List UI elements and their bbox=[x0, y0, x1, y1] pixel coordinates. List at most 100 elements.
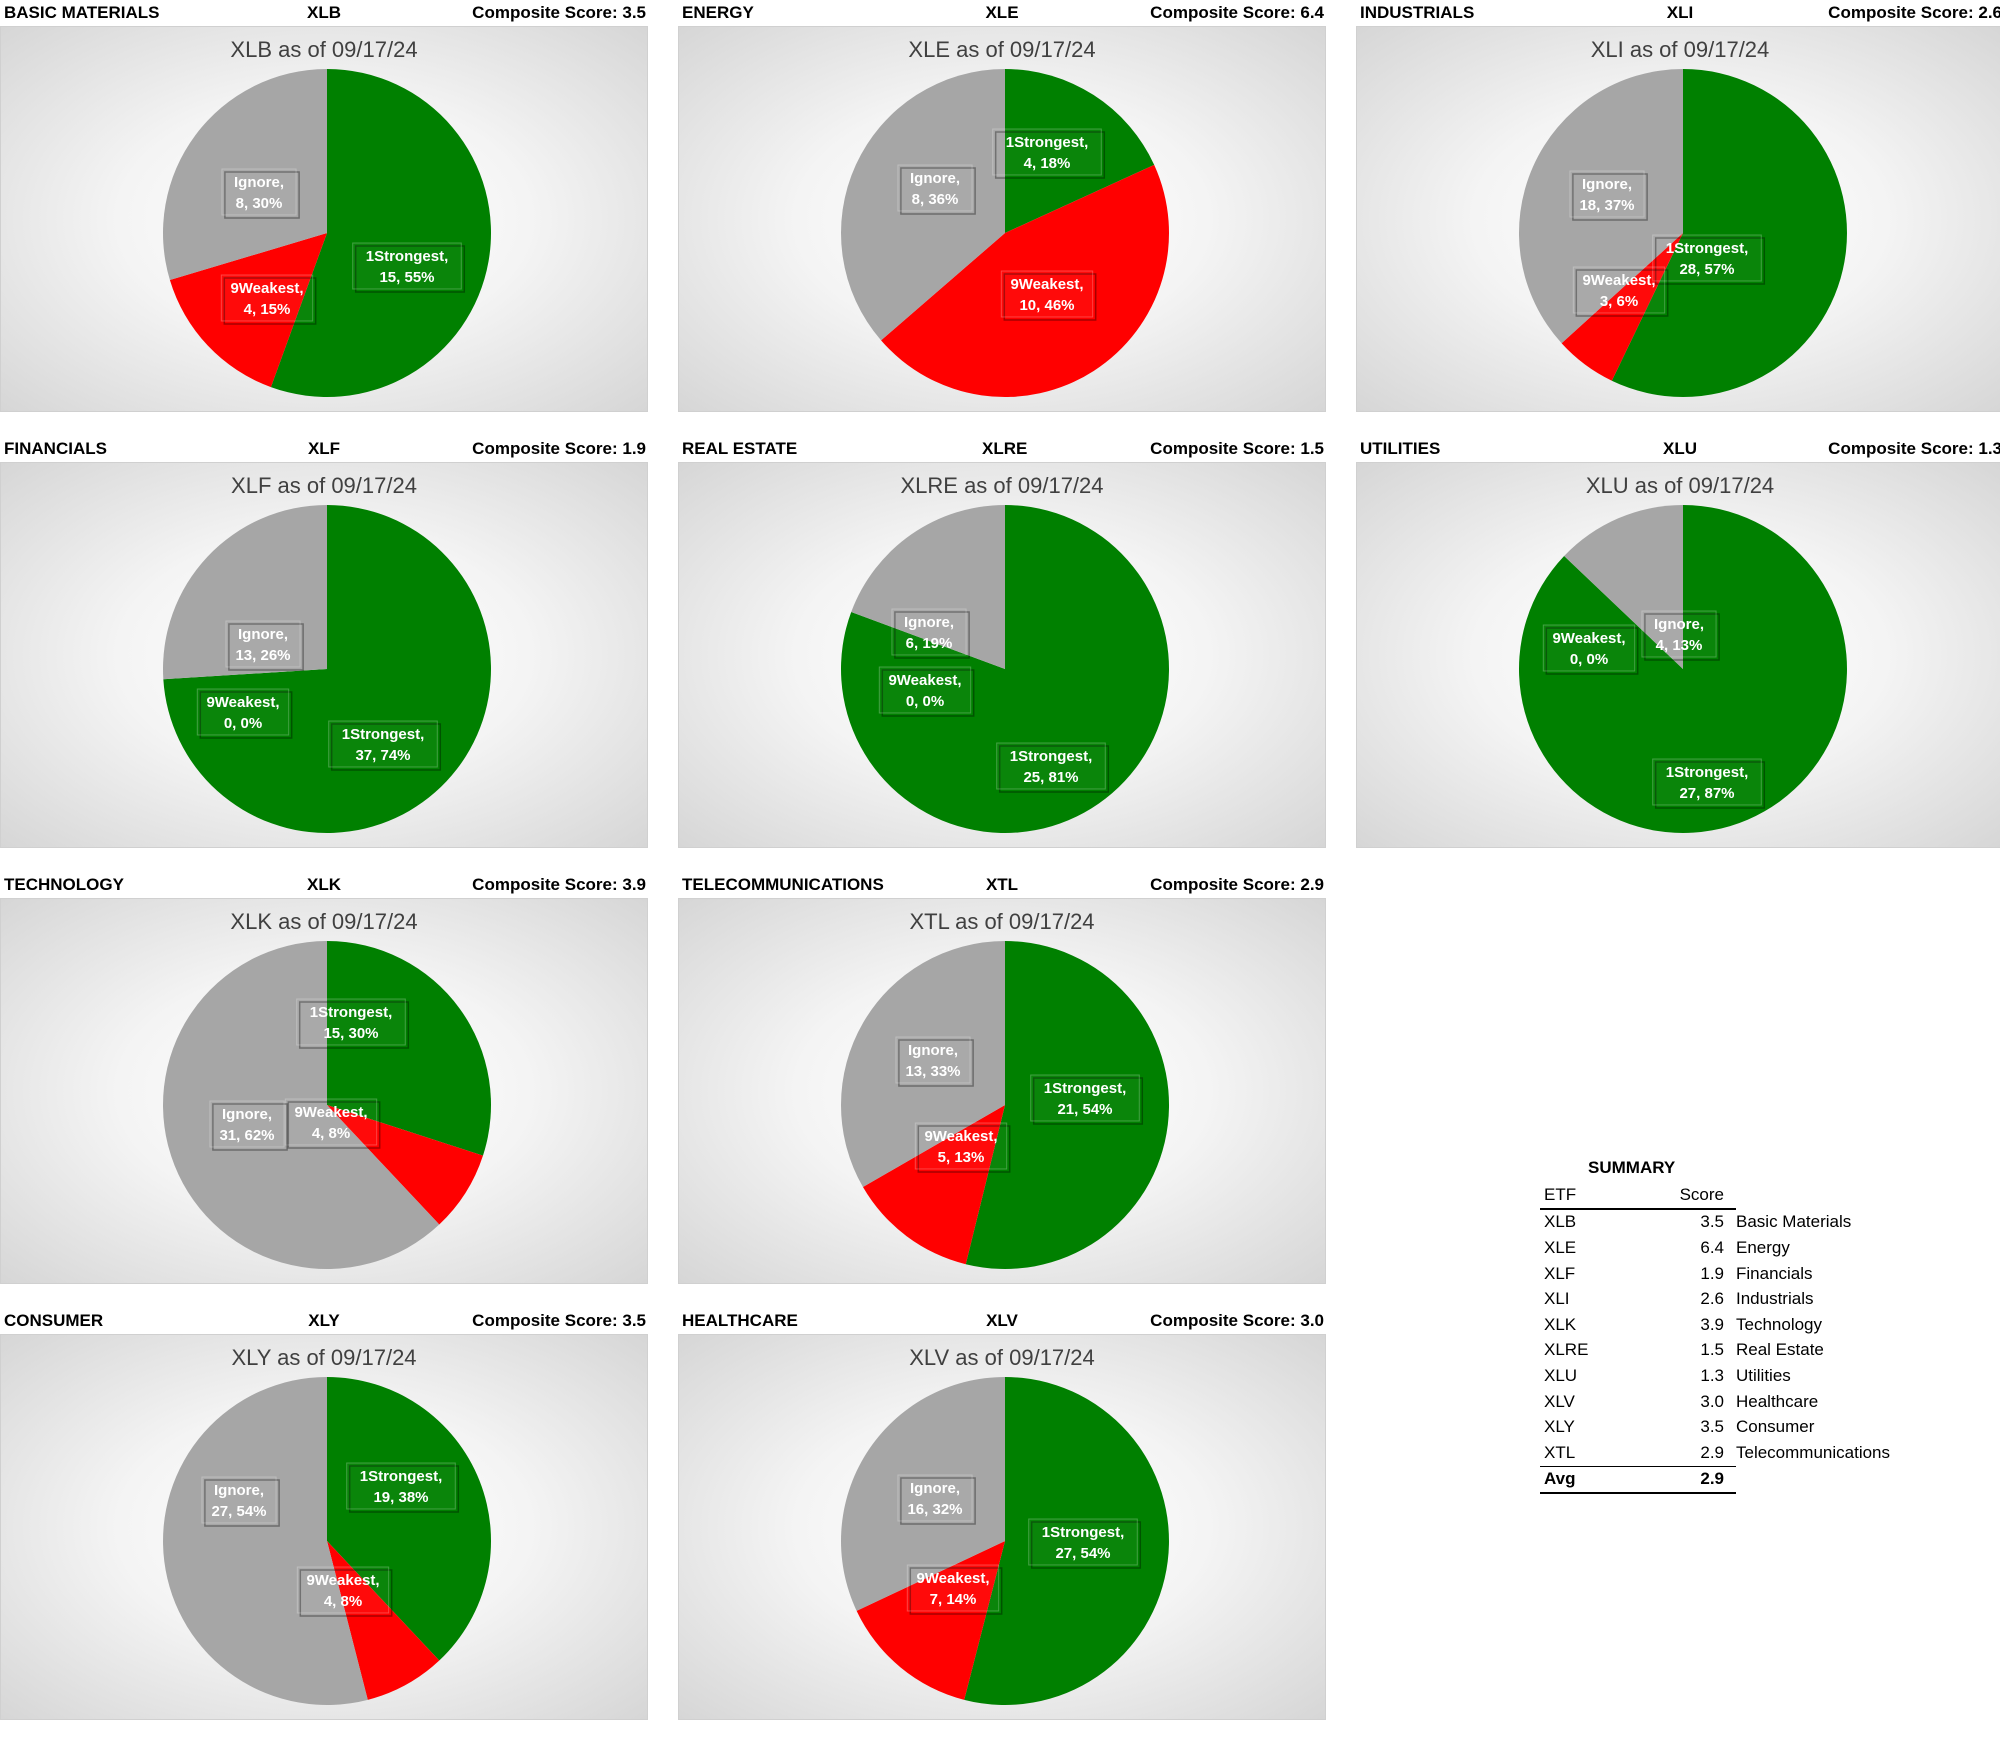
data-label-value: 25, 81% bbox=[1023, 769, 1078, 786]
data-label-value: 4, 8% bbox=[324, 1593, 362, 1610]
data-label-name: Ignore, bbox=[910, 170, 960, 187]
summary-header-row: ETF Score bbox=[1540, 1182, 1890, 1210]
data-label-name: 9Weakest, bbox=[1552, 630, 1625, 647]
chart-area: XLY as of 09/17/24 1Strongest, 19, 38% 9Wea… bbox=[0, 1334, 648, 1720]
data-label-ignore: Ignore, 4, 13% bbox=[1641, 610, 1720, 661]
etf-ticker: XLB bbox=[307, 3, 341, 22]
pie-labels: 1Strongest, 4, 18% 9Weakest, 10, 46% Ignore,… bbox=[897, 128, 1106, 321]
pie-slice-ignore bbox=[841, 69, 1005, 341]
data-label-1strongest: 1Strongest, 21, 54% bbox=[1030, 1074, 1144, 1125]
summary-col-name bbox=[1736, 1182, 1890, 1209]
data-label-name: 9Weakest, bbox=[306, 1572, 379, 1589]
pie-slice-ignore bbox=[162, 69, 327, 281]
data-label-1strongest: 1Strongest, 37, 74% bbox=[328, 720, 442, 771]
summary-etf: XLF bbox=[1544, 1263, 1576, 1283]
summary-sector-name: Real Estate bbox=[1736, 1340, 1824, 1360]
data-label-ignore: Ignore, 31, 62% bbox=[209, 1100, 288, 1151]
data-label-ignore: Ignore, 8, 30% bbox=[221, 168, 300, 219]
data-label-1strongest: 1Strongest, 27, 54% bbox=[1028, 1518, 1142, 1569]
chart-area: XLRE as of 09/17/24 1Strongest, 25, 81% 9We… bbox=[678, 462, 1326, 848]
summary-etf: XLRE bbox=[1544, 1340, 1589, 1360]
chart-panel-xlf: FINANCIALS XLF Composite Score: 1.9 XLF as … bbox=[0, 436, 648, 872]
data-label-ignore: Ignore, 13, 26% bbox=[225, 620, 304, 671]
panel-header: REAL ESTATE XLRE Composite Score: 1.5 bbox=[678, 436, 1326, 463]
chart-title: XLRE as of 09/17/24 bbox=[900, 473, 1103, 498]
pie-labels: 1Strongest, 25, 81% 9Weakest, 0, 0% Ignore, 6… bbox=[878, 608, 1110, 793]
composite-score: Composite Score: 1.5 bbox=[1150, 439, 1324, 458]
data-label-ignore: Ignore, 13, 33% bbox=[895, 1036, 974, 1087]
summary-etf: XLB bbox=[1544, 1212, 1577, 1232]
composite-score: Composite Score: 3.5 bbox=[472, 3, 646, 22]
summary-row: XLB 3.5 Basic Materials bbox=[1540, 1209, 1890, 1236]
pie-chart-svg: XLV as of 09/17/24 1Strongest, 27, 54% 9Wea… bbox=[841, 1345, 1169, 1705]
data-label-name: 9Weakest, bbox=[924, 1128, 997, 1145]
pie-labels: 1Strongest, 19, 38% 9Weakest, 4, 8% Ignore, 2… bbox=[201, 1462, 460, 1617]
data-label-name: Ignore, bbox=[214, 1482, 264, 1499]
pie-slice-ignore bbox=[840, 941, 1005, 1187]
chart-title: XLY as of 09/17/24 bbox=[231, 1345, 416, 1370]
data-label-name: Ignore, bbox=[234, 174, 284, 191]
chart-title: XLF as of 09/17/24 bbox=[231, 473, 417, 498]
data-label-value: 10, 46% bbox=[1019, 297, 1074, 314]
sector-name: CONSUMER bbox=[4, 1311, 104, 1330]
chart-panel-xtl: TELECOMMUNICATIONS XTL Composite Score: 2.… bbox=[678, 872, 1326, 1308]
summary-etf: XLY bbox=[1544, 1417, 1575, 1437]
summary-score: 3.5 bbox=[1700, 1212, 1724, 1232]
composite-score: Composite Score: 3.5 bbox=[472, 1311, 646, 1330]
chart-title: XLV as of 09/17/24 bbox=[909, 1345, 1095, 1370]
data-label-value: 37, 74% bbox=[355, 747, 410, 764]
pie-chart-svg: XLRE as of 09/17/24 1Strongest, 25, 81% 9We… bbox=[841, 473, 1170, 833]
pie-slices bbox=[841, 1377, 1169, 1705]
pie-slices bbox=[841, 69, 1170, 398]
summary-avg-empty bbox=[1736, 1466, 1890, 1493]
data-label-ignore: Ignore, 16, 32% bbox=[897, 1474, 976, 1525]
data-label-value: 4, 13% bbox=[1656, 637, 1703, 654]
data-label-value: 28, 57% bbox=[1679, 261, 1734, 278]
data-label-value: 4, 15% bbox=[244, 301, 291, 318]
data-label-name: Ignore, bbox=[910, 1480, 960, 1497]
data-label-value: 6, 19% bbox=[906, 635, 953, 652]
pie-slice-1strongest bbox=[327, 941, 491, 1156]
sector-name: HEALTHCARE bbox=[682, 1311, 798, 1330]
summary-score: 3.0 bbox=[1700, 1391, 1724, 1411]
panel-header: HEALTHCARE XLV Composite Score: 3.0 bbox=[678, 1308, 1326, 1335]
chart-panel-xlv: HEALTHCARE XLV Composite Score: 3.0 XLV as … bbox=[678, 1308, 1326, 1744]
data-label-9weakest: 9Weakest, 0, 0% bbox=[1542, 624, 1639, 675]
summary-etf: XLK bbox=[1544, 1314, 1577, 1334]
chart-area: XLF as of 09/17/24 1Strongest, 37, 74% 9Wea… bbox=[0, 462, 648, 848]
data-label-name: 1Strongest, bbox=[360, 1468, 443, 1485]
summary-table: ETF Score XLB 3.5 Basic Materials XLE 6.4 Ene… bbox=[1540, 1182, 1890, 1495]
summary-score: 2.6 bbox=[1700, 1289, 1724, 1309]
summary-body: XLB 3.5 Basic Materials XLE 6.4 Energy XLF 1.9 F… bbox=[1540, 1209, 1890, 1495]
summary-score: 6.4 bbox=[1700, 1237, 1724, 1257]
summary-etf: XLV bbox=[1544, 1391, 1575, 1411]
data-label-name: 9Weakest, bbox=[1582, 272, 1655, 289]
panel-header: UTILITIES XLU Composite Score: 1.3 bbox=[1356, 436, 2000, 463]
pie-slice-9weakest bbox=[862, 1105, 1005, 1265]
data-label-name: 9Weakest, bbox=[294, 1104, 367, 1121]
data-label-value: 27, 87% bbox=[1679, 785, 1734, 802]
data-label-name: 1Strongest, bbox=[1044, 1080, 1127, 1097]
chart-area: XLI as of 09/17/24 1Strongest, 28, 57% 9Wea… bbox=[1356, 26, 2000, 412]
data-label-ignore: Ignore, 8, 36% bbox=[897, 164, 976, 215]
data-label-name: 1Strongest, bbox=[366, 248, 449, 265]
summary-score: 3.5 bbox=[1700, 1417, 1724, 1437]
pie-chart-svg: XLB as of 09/17/24 1Strongest, 15, 55% 9Wea… bbox=[162, 37, 492, 397]
data-label-9weakest: 9Weakest, 4, 15% bbox=[220, 274, 317, 325]
data-label-value: 27, 54% bbox=[211, 1503, 266, 1520]
data-label-ignore: Ignore, 27, 54% bbox=[201, 1476, 280, 1527]
pie-slice-1strongest bbox=[964, 1377, 1169, 1705]
pie-chart-svg: XLY as of 09/17/24 1Strongest, 19, 38% 9Wea… bbox=[163, 1345, 492, 1705]
data-label-name: 1Strongest, bbox=[342, 726, 425, 743]
composite-score: Composite Score: 3.9 bbox=[472, 875, 646, 894]
data-label-value: 4, 18% bbox=[1024, 155, 1071, 172]
summary-row: XLF 1.9 Financials bbox=[1540, 1261, 1890, 1287]
etf-ticker: XLV bbox=[986, 1311, 1018, 1330]
chart-area: XTL as of 09/17/24 1Strongest, 21, 54% 9Wea… bbox=[678, 898, 1326, 1284]
panel-header: INDUSTRIALS XLI Composite Score: 2.6 bbox=[1356, 0, 2000, 27]
chart-panel-xlk: TECHNOLOGY XLK Composite Score: 3.9 XLK as … bbox=[0, 872, 648, 1308]
pie-chart-svg: XLK as of 09/17/24 1Strongest, 15, 30% 9Wea… bbox=[163, 909, 491, 1269]
pie-labels: 1Strongest, 37, 74% 9Weakest, 0, 0% Ignore, 1… bbox=[196, 620, 442, 771]
pie-slice-9weakest bbox=[327, 1541, 440, 1700]
data-label-name: 1Strongest, bbox=[1666, 240, 1749, 257]
